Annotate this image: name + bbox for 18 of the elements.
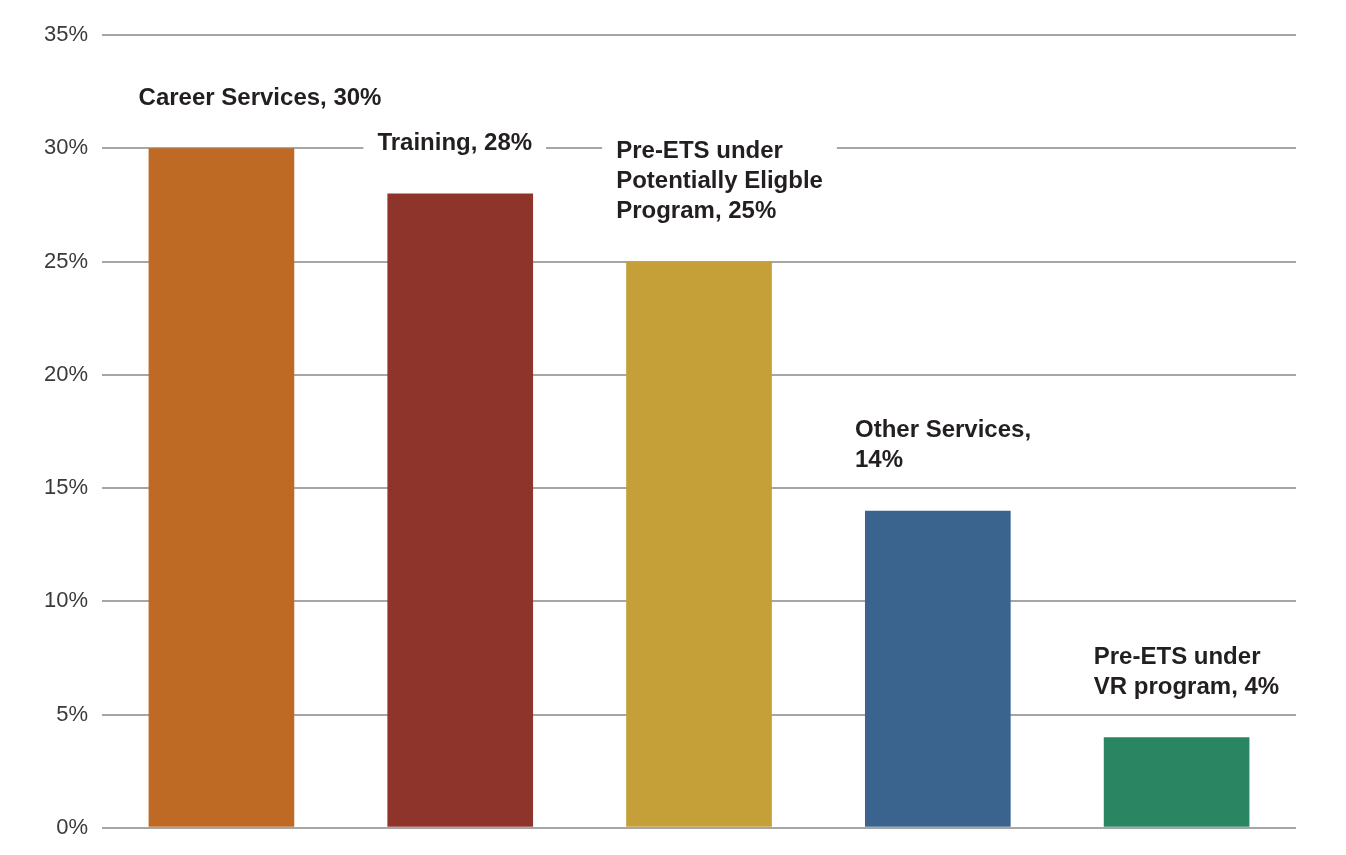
y-tick-label: 10% bbox=[43, 587, 89, 613]
bar bbox=[387, 193, 534, 827]
y-tick-label: 0% bbox=[56, 813, 89, 839]
y-tick-label: 30% bbox=[43, 134, 89, 160]
y-tick-label: 5% bbox=[56, 700, 89, 726]
y-tick-label: 15% bbox=[43, 474, 89, 500]
y-tick-label: 20% bbox=[43, 360, 89, 386]
data-label: Pre-ETS under Potentially Eligble Program, 25% bbox=[616, 136, 823, 224]
bar bbox=[864, 510, 1011, 827]
data-label: Training, 28% bbox=[377, 128, 533, 156]
data-label: Career Services, 30% bbox=[138, 82, 382, 110]
y-tick-label: 25% bbox=[43, 247, 89, 273]
y-tick-label: 35% bbox=[43, 21, 89, 47]
data-label: Other Services, 14% bbox=[854, 415, 1032, 473]
bar bbox=[148, 148, 295, 827]
bar bbox=[1103, 737, 1250, 827]
data-label: Pre-ETS under VR program, 4% bbox=[1093, 641, 1280, 699]
bar bbox=[626, 261, 772, 827]
